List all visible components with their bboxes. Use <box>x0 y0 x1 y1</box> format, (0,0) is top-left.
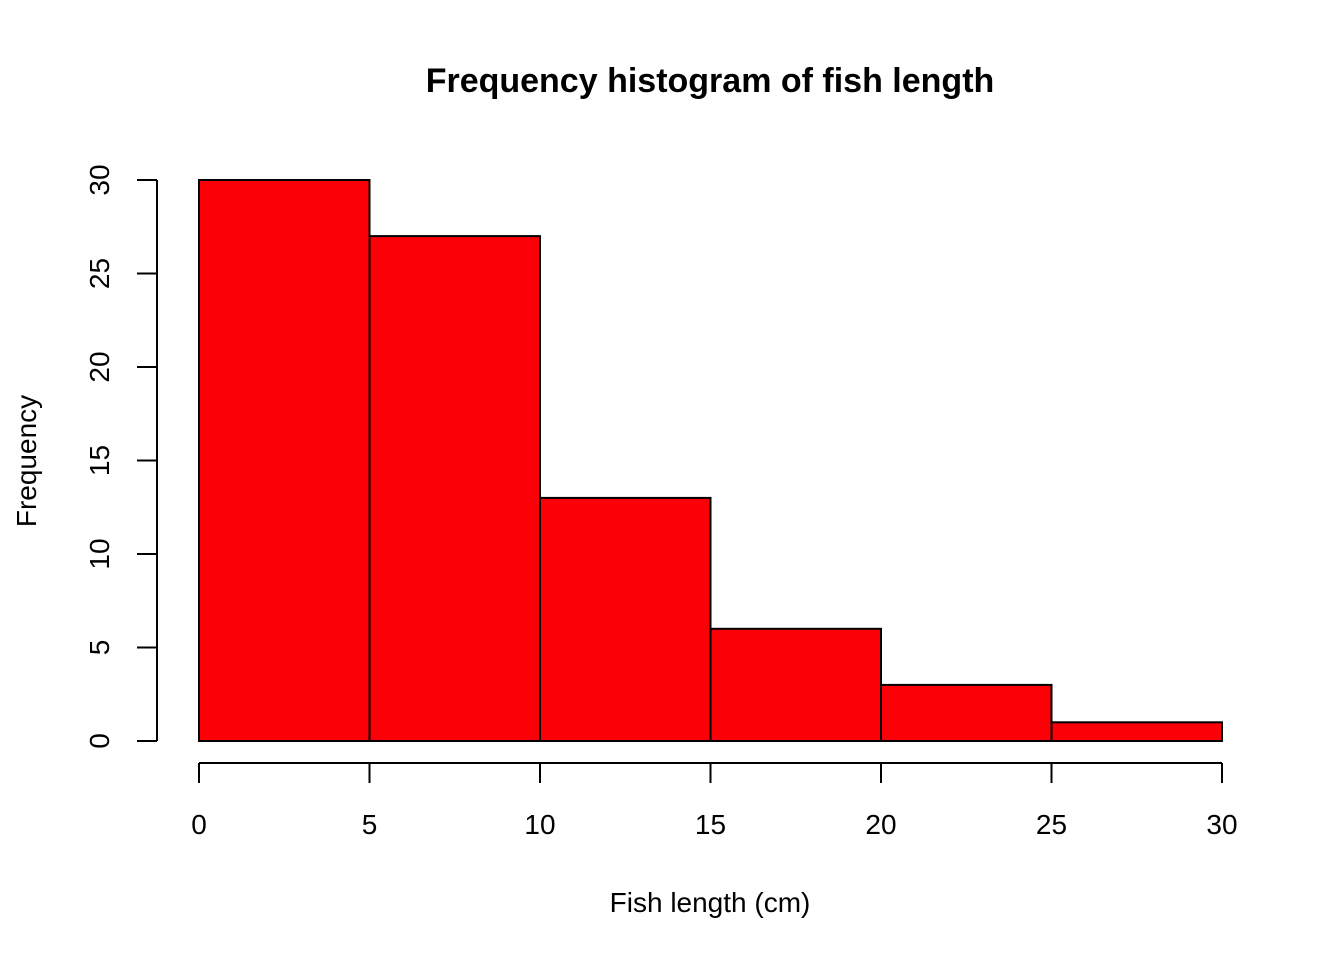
x-tick-label-20: 20 <box>865 809 896 840</box>
y-tick-label-30: 30 <box>84 164 115 195</box>
x-tick-label-0: 0 <box>191 809 207 840</box>
y-axis-label: Frequency <box>11 395 42 527</box>
histogram-bar-5-10 <box>368 235 541 742</box>
x-tick-label-5: 5 <box>362 809 378 840</box>
y-axis: 0 5 10 15 20 25 30 <box>84 164 158 749</box>
x-tick-label-10: 10 <box>524 809 555 840</box>
histogram-bar-20-25 <box>880 683 1053 743</box>
y-tick-label-10: 10 <box>84 538 115 569</box>
chart-title: Frequency histogram of fish length <box>426 62 995 100</box>
histogram-bar-15-20 <box>709 627 882 742</box>
x-tick-label-15: 15 <box>695 809 726 840</box>
x-tick-label-25: 25 <box>1036 809 1067 840</box>
histogram-bar-25-30 <box>1050 721 1223 742</box>
x-axis-label: Fish length (cm) <box>610 887 811 918</box>
histogram-bar-0-5 <box>198 179 371 742</box>
y-tick-label-5: 5 <box>84 640 115 656</box>
y-tick-label-20: 20 <box>84 351 115 382</box>
y-tick-label-25: 25 <box>84 258 115 289</box>
y-tick-label-15: 15 <box>84 445 115 476</box>
x-axis: 0 5 10 15 20 25 30 <box>191 762 1238 840</box>
bars-group <box>198 179 1223 743</box>
x-tick-label-30: 30 <box>1206 809 1237 840</box>
y-tick-label-0: 0 <box>84 733 115 749</box>
histogram-bar-10-15 <box>539 496 712 742</box>
